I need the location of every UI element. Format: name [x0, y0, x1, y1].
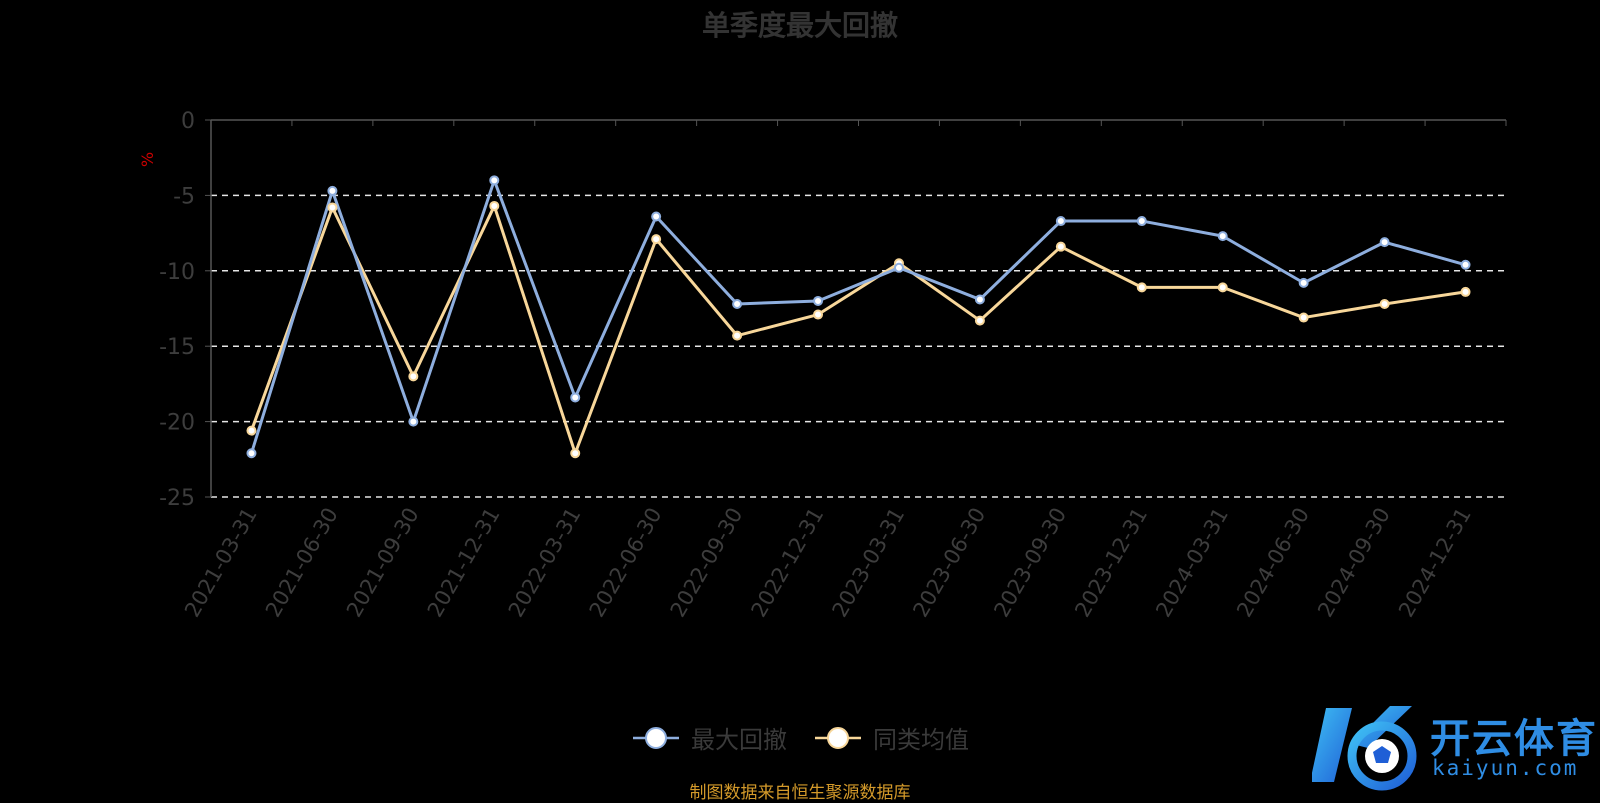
kaiyun-logo-icon	[1310, 706, 1417, 791]
x-tick-label: 2021-03-31	[180, 504, 262, 622]
legend-label: 最大回撤	[691, 726, 787, 754]
x-tick-label: 2023-09-30	[989, 504, 1071, 622]
legend-item-peer-average[interactable]: 同类均值	[813, 720, 969, 755]
x-tick-label: 2023-03-31	[827, 504, 909, 622]
data-point	[732, 330, 743, 341]
x-tick-label: 2022-06-30	[585, 504, 667, 622]
data-point	[408, 416, 419, 427]
legend-item-drawdown[interactable]: 最大回撤	[631, 720, 787, 755]
x-tick-label: 2021-12-31	[423, 504, 505, 622]
series-layer	[246, 175, 1471, 459]
data-point	[1136, 282, 1147, 293]
data-point	[1298, 277, 1309, 288]
data-point	[246, 425, 257, 436]
y-tick-label: -15	[159, 335, 195, 360]
y-tick-label: -25	[159, 486, 195, 511]
data-point	[1055, 216, 1066, 227]
data-point	[1379, 237, 1390, 248]
x-tick-label: 2024-06-30	[1232, 504, 1314, 622]
data-point	[1217, 282, 1228, 293]
data-point	[489, 175, 500, 186]
x-tick-label: 2022-03-31	[504, 504, 586, 622]
legend-marker-icon	[815, 726, 861, 749]
series-line	[250, 204, 1466, 455]
data-point	[1298, 312, 1309, 323]
data-point	[651, 211, 662, 222]
data-point	[327, 185, 338, 196]
x-tick-label: 2024-09-30	[1313, 504, 1395, 622]
x-tick-label: 2023-06-30	[908, 504, 990, 622]
data-source-note: 制图数据来自恒生聚源数据库	[689, 783, 911, 803]
watermark-brand: 开云体育	[1430, 716, 1598, 762]
data-point	[1217, 231, 1228, 242]
y-tick-label: 0	[181, 109, 195, 134]
data-point	[1379, 298, 1390, 309]
data-point	[974, 294, 985, 305]
data-point	[408, 371, 419, 382]
data-point	[1460, 259, 1471, 270]
y-tick-label: -10	[159, 260, 195, 285]
data-point	[732, 298, 743, 309]
x-tick-label: 2021-09-30	[342, 504, 424, 622]
data-point	[1460, 286, 1471, 297]
data-point	[489, 200, 500, 211]
x-tick-label: 2022-09-30	[666, 504, 748, 622]
watermark-domain: kaiyun.com	[1432, 756, 1579, 780]
data-point	[570, 448, 581, 459]
data-point	[327, 202, 338, 213]
legend-label: 同类均值	[873, 726, 969, 754]
x-tick-label: 2024-12-31	[1394, 504, 1476, 622]
y-tick-label: -5	[173, 184, 195, 209]
data-point	[974, 315, 985, 326]
data-point	[570, 392, 581, 403]
chart-title: 单季度最大回撤	[701, 9, 898, 42]
y-tick-label: -20	[159, 411, 195, 436]
x-tick-label: 2024-03-31	[1151, 504, 1233, 622]
legend: 最大回撤 同类均值	[0, 720, 1600, 755]
x-tick-label: 2022-12-31	[747, 504, 829, 622]
data-point	[246, 448, 257, 459]
watermark-logo: 开云体育 kaiyun.com	[1310, 700, 1596, 792]
x-tick-label: 2021-06-30	[261, 504, 343, 622]
series-line	[250, 178, 1466, 454]
data-point	[813, 309, 824, 320]
legend-marker-icon	[633, 726, 679, 749]
data-point	[1136, 216, 1147, 227]
data-point	[893, 262, 904, 273]
grid-layer	[211, 194, 1506, 498]
data-point	[813, 295, 824, 306]
data-point	[1055, 241, 1066, 252]
x-tick-label: 2023-12-31	[1070, 504, 1152, 622]
data-point	[651, 234, 662, 245]
